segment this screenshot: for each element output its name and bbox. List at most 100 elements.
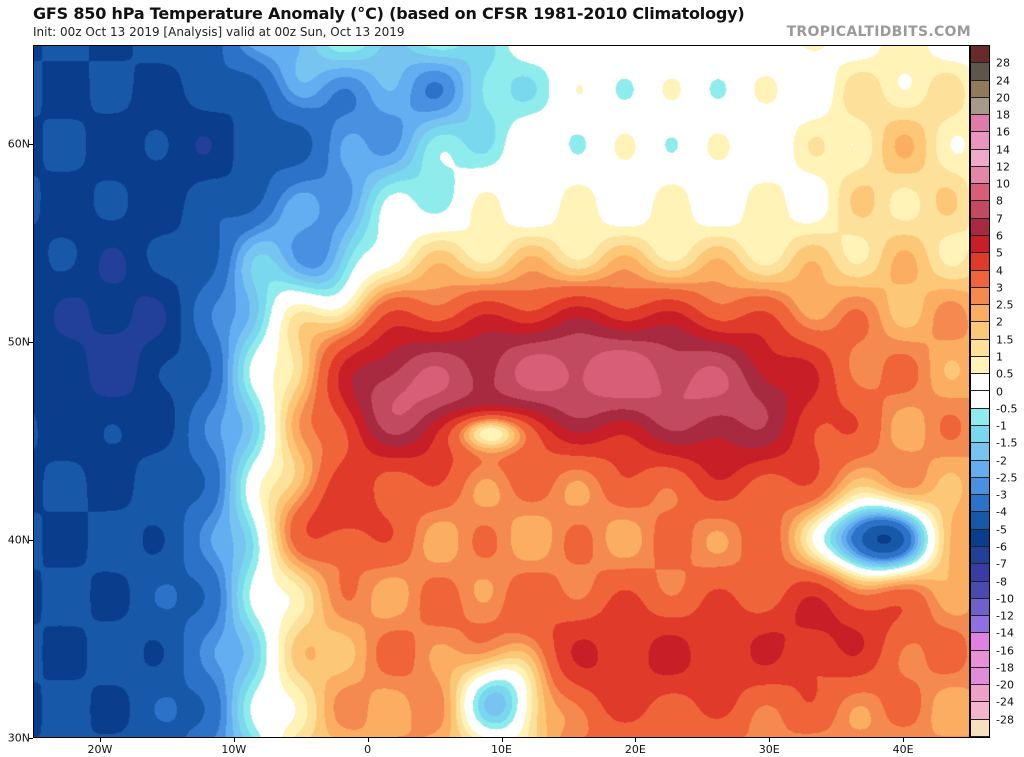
colorbar-label: 0.5 bbox=[996, 367, 1014, 381]
colorbar-label: 7 bbox=[996, 212, 1003, 226]
colorbar-bin bbox=[971, 719, 989, 737]
colorbar-label: -16 bbox=[996, 644, 1014, 658]
latitude-label: 40N bbox=[7, 533, 30, 547]
colorbar-bin bbox=[971, 132, 989, 150]
colorbar-bin bbox=[971, 97, 989, 116]
tick-mark bbox=[501, 738, 503, 742]
colorbar-label: -1.5 bbox=[996, 436, 1018, 450]
colorbar-label: 4 bbox=[996, 264, 1003, 278]
colorbar-bin bbox=[971, 374, 989, 392]
colorbar-label: -2.5 bbox=[996, 471, 1018, 485]
colorbar-label: 10 bbox=[996, 177, 1010, 191]
colorbar-label: -0.5 bbox=[996, 402, 1018, 416]
colorbar-bin bbox=[971, 305, 989, 323]
tick-mark bbox=[367, 738, 369, 742]
colorbar-bin bbox=[971, 391, 989, 409]
colorbar-label: -14 bbox=[996, 626, 1014, 640]
tick-mark bbox=[99, 738, 101, 742]
colorbar-bin bbox=[971, 702, 989, 720]
tick-mark bbox=[769, 738, 771, 742]
colorbar-label: -18 bbox=[996, 661, 1014, 675]
colorbar-bin bbox=[971, 80, 989, 98]
colorbar-label: 8 bbox=[996, 194, 1003, 208]
colorbar-bin bbox=[971, 495, 989, 513]
temperature-anomaly-map bbox=[33, 45, 970, 738]
colorbar-bin bbox=[971, 598, 989, 617]
colorbar-label: -1 bbox=[996, 419, 1007, 433]
colorbar-bin bbox=[971, 426, 989, 444]
colorbar-bin bbox=[971, 166, 989, 185]
colorbar-bin bbox=[971, 149, 989, 167]
colorbar-label: -7 bbox=[996, 557, 1007, 571]
colorbar-bin bbox=[971, 115, 989, 133]
tick-mark bbox=[635, 738, 637, 742]
colorbar-bin bbox=[971, 564, 989, 582]
colorbar-label: 18 bbox=[996, 108, 1010, 122]
colorbar-bin bbox=[971, 218, 989, 237]
chart-title: GFS 850 hPa Temperature Anomaly (°C) (ba… bbox=[33, 4, 745, 23]
colorbar-label: 28 bbox=[996, 56, 1010, 70]
colorbar-label: 20 bbox=[996, 91, 1010, 105]
colorbar-label: -5 bbox=[996, 523, 1007, 537]
latitude-label: 30N bbox=[7, 731, 30, 745]
colorbar-bin bbox=[971, 253, 989, 271]
colorbar-label: -3 bbox=[996, 488, 1007, 502]
colorbar-label: 14 bbox=[996, 143, 1010, 157]
colorbar-bin bbox=[971, 633, 989, 651]
longitude-label: 10W bbox=[221, 743, 247, 756]
colorbar-bin bbox=[971, 322, 989, 340]
longitude-label: 40E bbox=[892, 743, 914, 756]
colorbar-label: -4 bbox=[996, 505, 1007, 519]
colorbar-label: 12 bbox=[996, 160, 1010, 174]
longitude-label: 30E bbox=[758, 743, 780, 756]
colorbar-bin bbox=[971, 477, 989, 496]
tick-mark bbox=[29, 342, 33, 343]
chart-subtitle: Init: 00z Oct 13 2019 [Analysis] valid a… bbox=[33, 25, 405, 39]
colorbar-label: -6 bbox=[996, 540, 1007, 554]
longitude-label: 20W bbox=[87, 743, 113, 756]
longitude-label: 10E bbox=[491, 743, 512, 756]
colorbar-bin bbox=[971, 581, 989, 599]
colorbar-label: -2 bbox=[996, 454, 1007, 468]
colorbar-label: 16 bbox=[996, 125, 1010, 139]
colorbar-label: -28 bbox=[996, 713, 1014, 727]
colorbar-label: 2 bbox=[996, 315, 1003, 329]
colorbar-bin bbox=[971, 236, 989, 254]
colorbar bbox=[970, 45, 990, 738]
colorbar-bin bbox=[971, 546, 989, 565]
tick-mark bbox=[903, 738, 905, 742]
colorbar-bin bbox=[971, 443, 989, 461]
colorbar-label: 24 bbox=[996, 74, 1010, 88]
colorbar-label: 6 bbox=[996, 229, 1003, 243]
colorbar-bin bbox=[971, 46, 989, 64]
colorbar-bin bbox=[971, 616, 989, 634]
colorbar-bin bbox=[971, 287, 989, 306]
longitude-label: 20E bbox=[624, 743, 646, 756]
latitude-label: 60N bbox=[7, 137, 30, 151]
latitude-label: 50N bbox=[7, 335, 30, 349]
colorbar-bin bbox=[971, 184, 989, 202]
tick-mark bbox=[29, 144, 33, 145]
colorbar-bin bbox=[971, 667, 989, 686]
longitude-label: 0 bbox=[364, 743, 372, 756]
colorbar-bin bbox=[971, 460, 989, 478]
colorbar-bin bbox=[971, 339, 989, 357]
colorbar-bin bbox=[971, 63, 989, 81]
colorbar-bin bbox=[971, 270, 989, 288]
colorbar-label: 5 bbox=[996, 246, 1003, 260]
colorbar-label: -8 bbox=[996, 575, 1007, 589]
colorbar-label: 1.5 bbox=[996, 333, 1014, 347]
colorbar-label: 0 bbox=[996, 385, 1003, 398]
colorbar-bin bbox=[971, 408, 989, 427]
colorbar-bin bbox=[971, 529, 989, 547]
colorbar-bin bbox=[971, 356, 989, 375]
colorbar-bin bbox=[971, 512, 989, 530]
brand-watermark: TROPICALTIDBITS.COM bbox=[786, 24, 971, 40]
colorbar-label: 3 bbox=[996, 281, 1003, 295]
colorbar-label: -12 bbox=[996, 609, 1014, 623]
colorbar-label: -20 bbox=[996, 678, 1014, 692]
tick-mark bbox=[233, 738, 235, 742]
colorbar-label: -10 bbox=[996, 592, 1014, 606]
tick-mark bbox=[29, 540, 33, 541]
colorbar-bin bbox=[971, 685, 989, 703]
